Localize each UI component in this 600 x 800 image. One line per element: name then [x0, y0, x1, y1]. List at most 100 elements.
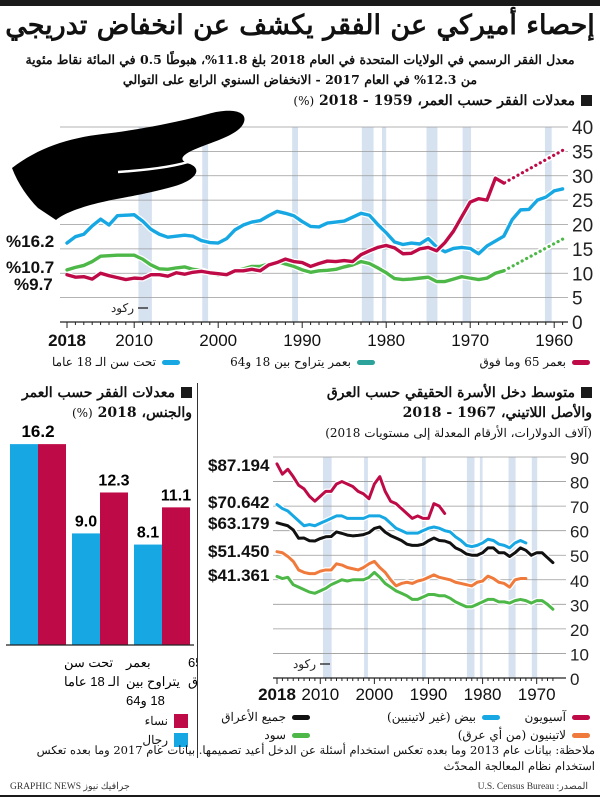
x-tick-label: 1990 [410, 685, 448, 704]
x-tick-label: 2010 [115, 331, 153, 350]
legend-item-black: سود [264, 728, 310, 742]
bar-men [134, 544, 162, 645]
series-projection-age18_64 [502, 237, 565, 273]
end-label-18-64: %10.7 [6, 258, 55, 277]
x-tick-label: 1980 [464, 685, 502, 704]
y-tick-label: 70 [570, 498, 589, 517]
age-poverty-line-chart: 0 5 10 15 20 25 30 35 40 2018 2010 2000 1990 1980 1970… [48, 118, 593, 350]
recession-legend-label: ركود [111, 301, 134, 315]
recession-band [508, 457, 516, 678]
bar-men [72, 533, 100, 645]
x-tick-label: 2000 [199, 331, 237, 350]
subtitle: معدل الفقر الرسمي في الولايات المتحدة في… [20, 50, 580, 90]
category-label: بعمر [125, 655, 151, 671]
end-label-under18: %16.2 [6, 232, 55, 251]
x-tick-label: 1970 [451, 331, 489, 350]
bottom-rule [0, 795, 600, 797]
y-tick-label: 15 [572, 240, 593, 261]
data-label: 11.1 [161, 487, 191, 504]
recession-legend-label: ركود [293, 657, 316, 671]
y-tick-label: 5 [572, 289, 583, 310]
chart2-heading: معدلات الفقر حسب العمر والجنس، 2018 (%) [4, 383, 192, 423]
data-label: 9.0 [75, 513, 97, 530]
y-tick-label: 20 [572, 216, 593, 237]
series-line-hispanic [275, 550, 528, 589]
y-tick-label: 40 [570, 572, 589, 591]
category-label: 18 و64 [126, 693, 165, 709]
top-rule [0, 0, 600, 6]
legend-label: آسيويون [524, 710, 566, 724]
column-divider [197, 383, 198, 758]
legend-label: جميع الأعراق [221, 710, 286, 724]
end-label-over65: %9.7 [14, 275, 53, 294]
legend-swatch [482, 714, 500, 720]
legend-label: تحت سن الـ 18 عاما [51, 355, 156, 369]
legend-label: سود [264, 728, 286, 742]
series-line-all [275, 521, 555, 565]
bar-women [162, 507, 190, 645]
series-line-black [275, 570, 555, 611]
y-tick-label: 30 [572, 167, 593, 188]
legend-swatch [174, 733, 188, 747]
legend-swatch [572, 359, 590, 365]
series-halo [276, 548, 526, 590]
legend-swatch [174, 714, 188, 728]
legend-swatch [162, 359, 180, 365]
x-tick-label: 2000 [355, 685, 393, 704]
footnote: ملاحظة: بيانات عام 2013 وما بعده تعكس اس… [36, 743, 595, 773]
series-line-under18 [65, 187, 565, 256]
bar-women [38, 444, 66, 645]
bar-women [100, 492, 128, 645]
end-label-hispanic: $51.450 [208, 542, 270, 561]
y-tick-label: 60 [570, 523, 589, 542]
category-label: بعمر 65 [188, 655, 197, 671]
recession-band [466, 457, 475, 678]
chart3-unit: (آلاف الدولارات، الأرقام المعدلة إلى مست… [325, 426, 592, 440]
category-label: وما فوق [188, 674, 197, 690]
series-line-age18_64 [65, 253, 506, 284]
credit: GRAPHIC NEWS جرافيك نيوز [10, 782, 130, 792]
legend-item-all: جميع الأعراق [221, 710, 310, 724]
series-projection-over65 [502, 148, 565, 185]
chart1-heading: معدلات الفقر حسب العمر، 1959 - 2018 (%) [293, 91, 592, 111]
legend-item-asian: آسيويون [524, 710, 590, 724]
y-tick-label: 40 [572, 118, 593, 139]
chart2-title-line2: والجنس، 2018 [97, 405, 192, 421]
category-label: الـ 18 عاما [64, 674, 120, 689]
chart3-title-line1: متوسط دخل الأسرة الحقيقي حسب العرق [326, 385, 575, 401]
chart3-heading: متوسط دخل الأسرة الحقيقي حسب العرق والأص… [212, 383, 592, 443]
subtitle-line-1: معدل الفقر الرسمي في الولايات المتحدة في… [25, 52, 575, 67]
end-label-all: $63.179 [208, 514, 270, 533]
square-bullet-icon [581, 95, 592, 106]
y-tick-label: 80 [570, 474, 589, 493]
legend-item-18-64: بعمر يتراوح بين 18 و64 [230, 355, 375, 369]
hand-illustration-icon [12, 110, 245, 220]
x-tick-label: 1970 [518, 685, 556, 704]
y-tick-label: 30 [570, 596, 589, 615]
series-line-over65 [65, 176, 506, 282]
x-tick-label: 2010 [301, 685, 339, 704]
chart2-unit: (%) [71, 406, 93, 420]
legend-item-under18: تحت سن الـ 18 عاما [52, 355, 180, 369]
y-tick-label: 25 [572, 191, 593, 212]
category-label: يتراوح بين [126, 674, 180, 690]
household-income-line-chart: 0 10 20 30 40 50 60 70 80 90 2018 2010 2000 1990 1980 1… [258, 449, 589, 704]
legend-item-women: نساء [145, 714, 188, 728]
legend-label: بعمر 65 وما فوق [479, 355, 566, 369]
legend-label: لاتينيون (من أي عرق) [457, 728, 566, 742]
legend-label: رجال [142, 733, 168, 747]
recession-band [479, 457, 483, 678]
recession-band [421, 457, 426, 678]
legend-label: بعمر يتراوح بين 18 و64 [230, 355, 351, 369]
data-label: 8.1 [137, 525, 159, 542]
recession-band [531, 457, 538, 678]
y-tick-label: 0 [570, 670, 579, 689]
y-tick-label: 0 [572, 313, 583, 334]
age-sex-poverty-bar-chart: 16.2 تحت سن الـ 18 عاما 9.0 12.3 بعمر يتراوح ب… [6, 422, 197, 709]
bar-men [10, 444, 38, 645]
chart2-title-line1: معدلات الفقر حسب العمر [21, 385, 175, 401]
legend-swatch [292, 732, 310, 738]
legend-item-hispanic: لاتينيون (من أي عرق) [458, 728, 590, 742]
data-label: 16.2 [21, 422, 54, 441]
legend-item-men: رجال [142, 733, 188, 747]
